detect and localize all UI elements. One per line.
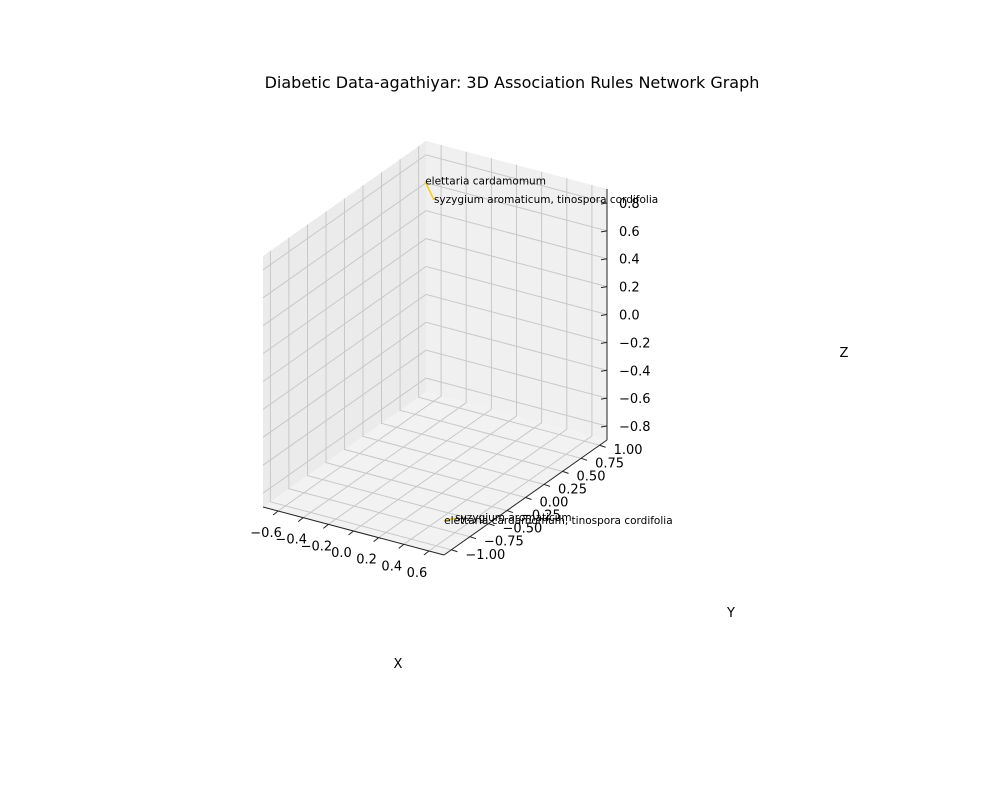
x-tick-label: 0.6	[407, 566, 428, 581]
z-gridline	[262, 377, 608, 494]
x-tick-mark	[398, 543, 405, 549]
z-tick-label: 0.2	[619, 281, 640, 296]
y-tick-label: −0.50	[502, 522, 542, 537]
chart-title: Diabetic Data-agathiyar: 3D Association …	[265, 73, 760, 92]
x-tick-mark	[297, 517, 304, 523]
x-gridline	[277, 145, 442, 512]
y-tick-mark	[451, 549, 458, 553]
x-tick-label: 0.2	[356, 553, 377, 568]
y-tick-label: 0.50	[577, 469, 606, 484]
node-labels: elettaria cardamomum syzygium aromaticum,…	[425, 176, 672, 527]
x-gridline	[428, 185, 593, 552]
y-tick-mark	[488, 523, 495, 527]
z-gridline	[262, 293, 608, 410]
x-axis-label: X	[394, 657, 403, 672]
rule-edges	[424, 181, 456, 522]
y-gridline	[418, 146, 600, 446]
node-label: syzygium aromaticum, tinospora cordifoli…	[434, 194, 658, 206]
z-tick-mark	[600, 286, 608, 289]
z-tick-label: 0.6	[619, 225, 640, 240]
y-tick-mark	[469, 536, 477, 540]
z-tick-mark	[600, 397, 608, 400]
z-tick-label: −0.8	[619, 420, 651, 435]
y-tick-label: 0.25	[558, 482, 587, 497]
z-gridline	[262, 265, 608, 382]
z-tick-label: 0.8	[619, 197, 640, 212]
gridlines	[262, 145, 608, 552]
z-gridline	[262, 349, 608, 466]
y-gridline	[269, 250, 452, 551]
x-tick-label: 0.0	[331, 546, 352, 561]
node-label: elettaria cardamomum, tinospora cordifol…	[444, 515, 672, 527]
y-tick-mark	[580, 457, 588, 461]
x-tick-label: 0.4	[381, 559, 402, 574]
x-tick-mark	[272, 510, 279, 516]
y-gridline	[381, 172, 563, 472]
y-gridline	[288, 237, 471, 538]
x-gridline	[378, 171, 543, 539]
y-tick-label: 1.00	[614, 443, 643, 458]
z-tick-mark	[600, 369, 608, 372]
z-gridline	[262, 321, 608, 438]
y-tick-mark	[599, 444, 606, 448]
z-axis-label: Z	[840, 346, 849, 361]
x-tick-label: −0.6	[250, 526, 282, 541]
x-gridline	[328, 158, 492, 525]
z-tick-label: 0.0	[619, 309, 640, 324]
z-gridline	[262, 210, 608, 327]
node-label: syzygium aromaticum	[455, 512, 572, 524]
y-gridline	[362, 185, 545, 485]
x-gridline	[353, 165, 517, 532]
z-tick-mark	[600, 425, 608, 428]
z-tick-label: 0.4	[619, 253, 640, 268]
z-gridline	[262, 238, 608, 355]
y-gridline	[344, 198, 526, 498]
x-tick-label: −0.2	[301, 539, 333, 554]
z-tick-mark	[600, 202, 608, 205]
x-tick-label: −0.4	[275, 533, 307, 548]
x-tick-mark	[423, 550, 430, 556]
z-tick-label: −0.6	[619, 392, 651, 407]
y-tick-label: −0.75	[484, 535, 524, 550]
rule-edge	[443, 517, 456, 522]
x-tick-mark	[373, 537, 379, 543]
y-tick-mark	[543, 483, 551, 487]
z-tick-mark	[600, 230, 608, 233]
z-tick-mark	[600, 258, 608, 261]
rule-edge	[424, 181, 435, 201]
y-tick-mark	[506, 510, 514, 514]
y-axis-label: Y	[726, 606, 735, 621]
y-tick-label: −1.00	[465, 548, 505, 563]
y-tick-label: −0.25	[521, 509, 561, 524]
y-gridline	[307, 224, 489, 525]
z-tick-label: −0.2	[619, 336, 651, 351]
y-tick-mark	[525, 497, 532, 500]
z-tick-mark	[600, 314, 608, 316]
z-tick-label: −0.4	[619, 364, 651, 379]
x-gridline	[403, 178, 568, 545]
z-tick-mark	[600, 341, 608, 344]
node-label: elettaria cardamomum	[425, 176, 546, 188]
y-tick-label: 0.00	[540, 496, 569, 511]
y-tick-mark	[562, 470, 569, 474]
x-gridline	[302, 151, 467, 519]
x-tick-mark	[323, 523, 329, 529]
tick-labels: −0.6−0.4−0.2 0.0 0.2 0.4 0.6−1.00−0.75−0.50−…	[250, 197, 650, 581]
z-gridline	[262, 154, 608, 271]
y-gridline	[325, 211, 508, 512]
x-tick-mark	[348, 530, 354, 536]
y-tick-label: 0.75	[595, 456, 624, 471]
y-gridline	[399, 159, 582, 459]
